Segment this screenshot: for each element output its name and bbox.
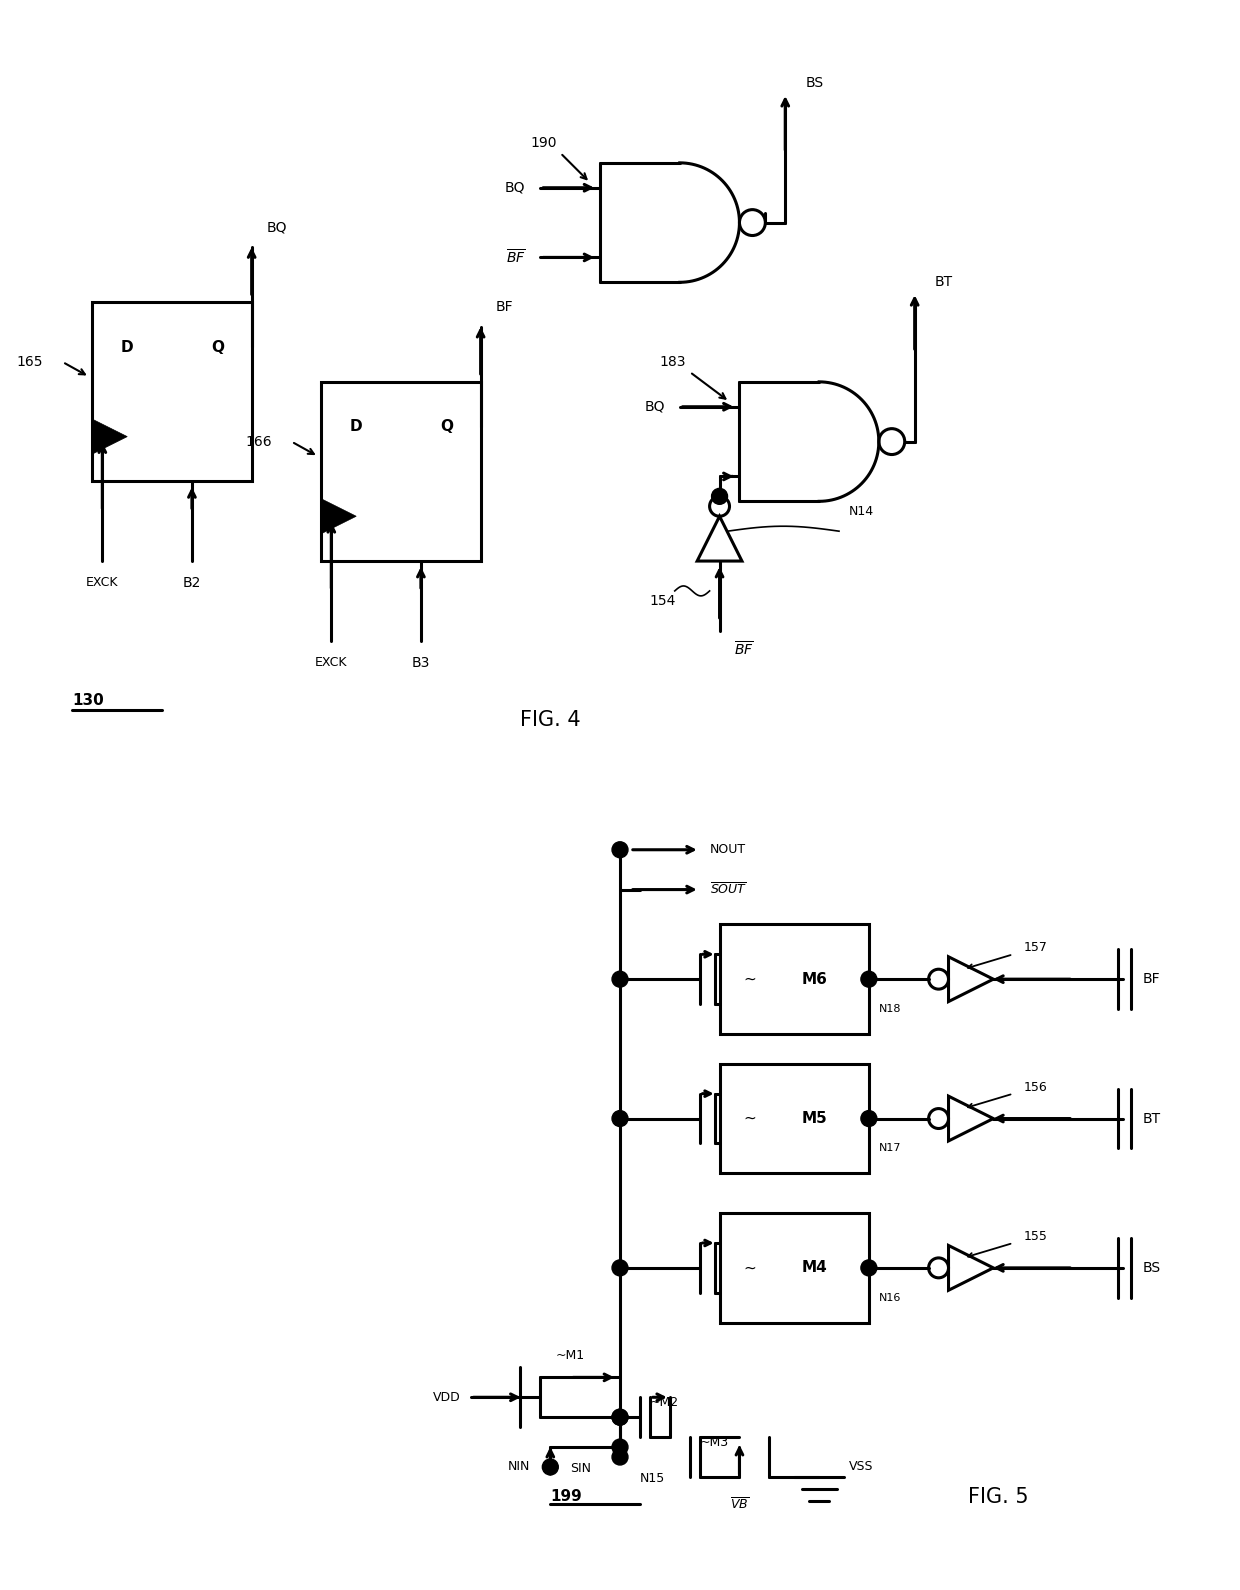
Text: ~: ~ (743, 1111, 756, 1126)
Text: VDD: VDD (433, 1391, 461, 1404)
Polygon shape (92, 420, 128, 455)
Text: ~: ~ (743, 1261, 756, 1275)
Text: EXCK: EXCK (86, 576, 119, 588)
Text: D: D (120, 340, 133, 355)
Circle shape (861, 971, 877, 987)
Text: BF: BF (1142, 971, 1161, 986)
Bar (92, 302, 252, 482)
Text: 157: 157 (1023, 941, 1047, 954)
Text: BQ: BQ (645, 399, 665, 413)
Text: BQ: BQ (267, 221, 288, 235)
Text: FIG. 4: FIG. 4 (520, 711, 580, 730)
Text: BF: BF (496, 301, 513, 315)
Text: 155: 155 (1023, 1231, 1047, 1243)
Text: 165: 165 (16, 355, 42, 369)
Text: B3: B3 (412, 655, 430, 669)
Bar (719, 1064, 869, 1173)
Text: 183: 183 (660, 355, 686, 369)
Text: 130: 130 (72, 693, 104, 708)
Text: N18: N18 (879, 1003, 901, 1014)
Circle shape (613, 841, 627, 857)
Circle shape (613, 1110, 627, 1126)
Text: ~M1: ~M1 (556, 1350, 585, 1363)
Circle shape (613, 971, 627, 987)
Text: N15: N15 (640, 1472, 665, 1485)
Circle shape (613, 1439, 627, 1455)
Circle shape (861, 1259, 877, 1275)
Text: M5: M5 (801, 1111, 827, 1126)
Text: 199: 199 (551, 1490, 582, 1504)
Text: 166: 166 (246, 434, 272, 448)
Text: $\overline{BF}$: $\overline{BF}$ (506, 248, 526, 267)
Circle shape (712, 488, 728, 504)
Bar (719, 1213, 869, 1323)
Text: N14: N14 (849, 504, 874, 518)
Text: Q: Q (440, 420, 453, 434)
Text: BT: BT (935, 275, 952, 289)
Text: VSS: VSS (849, 1461, 873, 1474)
Text: 190: 190 (531, 135, 557, 149)
Bar (719, 924, 869, 1034)
Text: EXCK: EXCK (315, 655, 347, 669)
Text: SIN: SIN (569, 1461, 590, 1476)
Text: 154: 154 (650, 595, 676, 607)
Text: N16: N16 (879, 1293, 901, 1302)
Text: 156: 156 (1023, 1081, 1047, 1094)
Text: $\overline{SOUT}$: $\overline{SOUT}$ (709, 882, 746, 897)
Text: BS: BS (1142, 1261, 1161, 1275)
Circle shape (542, 1460, 558, 1476)
Text: $\overline{BF}$: $\overline{BF}$ (734, 641, 754, 658)
Text: ~M3: ~M3 (699, 1436, 729, 1448)
Text: BQ: BQ (505, 181, 526, 194)
Text: BT: BT (1142, 1111, 1161, 1126)
Text: ~M2: ~M2 (650, 1396, 680, 1409)
Circle shape (613, 1259, 627, 1275)
Text: $\overline{VB}$: $\overline{VB}$ (730, 1496, 749, 1512)
Polygon shape (321, 499, 356, 534)
Text: M6: M6 (801, 971, 827, 987)
Text: BS: BS (805, 76, 823, 91)
Circle shape (861, 1110, 877, 1126)
Text: NIN: NIN (508, 1461, 531, 1474)
Text: M4: M4 (801, 1261, 827, 1275)
Text: D: D (350, 420, 362, 434)
Circle shape (613, 1448, 627, 1464)
Text: N17: N17 (879, 1143, 901, 1153)
Circle shape (613, 1409, 627, 1425)
Text: FIG. 5: FIG. 5 (968, 1487, 1029, 1507)
Text: Q: Q (211, 340, 223, 355)
Text: B2: B2 (182, 576, 201, 590)
Circle shape (613, 1409, 627, 1425)
Text: NOUT: NOUT (709, 843, 745, 857)
Bar (321, 382, 481, 561)
Text: ~: ~ (743, 971, 756, 987)
